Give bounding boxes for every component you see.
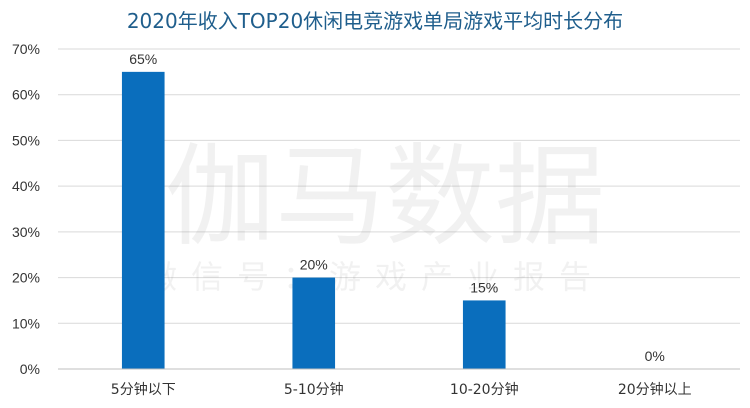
- bar: [121, 71, 165, 369]
- x-axis: 5分钟以下 5-10分钟 10-20分钟 20分钟以上: [111, 381, 692, 398]
- watermark: 伽马数据 微信号：游戏产业报告: [145, 133, 605, 296]
- y-tick-label: 70%: [12, 41, 40, 57]
- bar: [292, 277, 336, 369]
- y-tick-label: 10%: [12, 315, 40, 331]
- x-tick-label: 5-10分钟: [284, 381, 344, 398]
- x-tick-label: 10-20分钟: [450, 381, 519, 398]
- bars: [121, 71, 506, 369]
- x-tick-label: 5分钟以下: [111, 381, 176, 398]
- data-label: 20%: [300, 257, 328, 273]
- grid-layer: [58, 48, 740, 324]
- bar: [462, 300, 506, 369]
- data-labels: 65% 20% 15% 0%: [129, 51, 665, 364]
- x-tick-label: 20分钟以上: [618, 381, 692, 398]
- data-label: 0%: [645, 348, 665, 364]
- watermark-sub: 微信号：游戏产业报告: [145, 258, 605, 296]
- y-tick-label: 30%: [12, 224, 40, 240]
- y-tick-label: 60%: [12, 87, 40, 103]
- chart-title: 2020年收入TOP20休闲电竞游戏单局游戏平均时长分布: [127, 9, 623, 33]
- watermark-main: 伽马数据: [165, 133, 605, 261]
- y-axis: 0% 10% 20% 30% 40% 50% 60% 70%: [12, 41, 40, 377]
- data-label: 65%: [129, 51, 157, 67]
- y-tick-label: 20%: [12, 270, 40, 286]
- y-tick-label: 40%: [12, 178, 40, 194]
- y-tick-label: 50%: [12, 132, 40, 148]
- y-tick-label: 0%: [20, 361, 40, 377]
- data-label: 15%: [470, 279, 498, 295]
